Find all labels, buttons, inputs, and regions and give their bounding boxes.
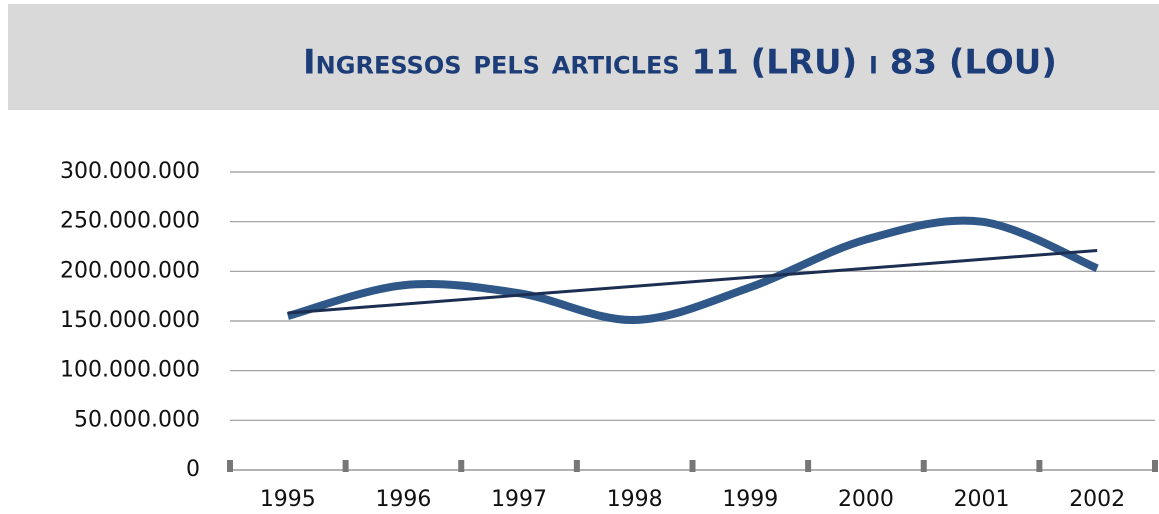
x-tick-label: 2001: [954, 487, 1010, 512]
x-tick-label: 1997: [491, 487, 547, 512]
x-tick: [1036, 460, 1043, 472]
x-tick: [1152, 460, 1158, 472]
y-tick-label: 200.000.000: [60, 258, 200, 283]
y-tick-label: 0: [186, 457, 200, 482]
y-tick-label: 250.000.000: [60, 209, 200, 234]
x-tick-label: 1999: [722, 487, 778, 512]
x-tick: [920, 460, 927, 472]
chart-title: Ingressos pels articles 11 (LRU) i 83 (L…: [303, 43, 1057, 83]
data-line: [286, 216, 1099, 325]
y-tick-label: 300.000.000: [60, 159, 200, 184]
x-tick-label: 2000: [838, 487, 894, 512]
x-tick-label: 1998: [607, 487, 663, 512]
x-tick: [227, 460, 233, 472]
x-tick-label: 2002: [1069, 487, 1125, 512]
title-band: [8, 4, 1159, 110]
x-tick: [805, 460, 812, 472]
x-tick: [342, 460, 349, 472]
x-tick: [458, 460, 465, 472]
y-tick-label: 150.000.000: [60, 308, 200, 333]
trend-line: [287, 248, 1098, 315]
x-tick: [573, 460, 580, 472]
y-tick-label: 100.000.000: [60, 358, 200, 383]
x-tick-label: 1995: [260, 487, 316, 512]
x-tick: [689, 460, 696, 472]
y-tick-label: 50.000.000: [74, 407, 200, 432]
x-tick-label: 1996: [375, 487, 431, 512]
